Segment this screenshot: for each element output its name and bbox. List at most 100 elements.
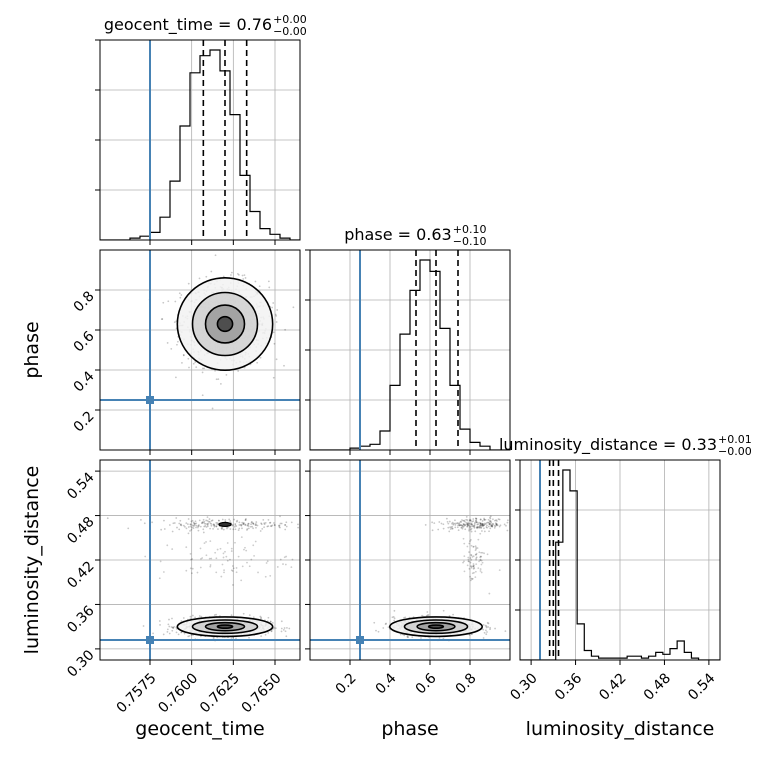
sample-point — [181, 361, 183, 364]
sample-point — [280, 522, 283, 525]
sample-point — [475, 517, 477, 520]
sample-point — [475, 517, 478, 520]
sample-point — [263, 522, 266, 525]
sample-point — [220, 527, 223, 530]
sample-point — [222, 552, 225, 555]
sample-point — [182, 617, 185, 619]
sample-point — [512, 525, 514, 527]
sample-point — [151, 521, 154, 524]
sample-point — [190, 520, 193, 523]
sample-point — [215, 521, 218, 524]
sample-point — [235, 637, 237, 640]
sample-point — [481, 524, 484, 527]
sample-point — [278, 524, 280, 527]
sample-point — [475, 563, 478, 566]
sample-point — [476, 526, 479, 529]
sample-point — [484, 624, 487, 627]
sample-point — [160, 318, 163, 321]
panel-luminosity_distance-phase: 0.2 0.4 0.6 0.8 — [305, 459, 514, 697]
sample-point — [458, 524, 461, 527]
sample-point — [506, 529, 509, 532]
sample-point — [489, 628, 491, 631]
panel-frame — [99, 249, 301, 451]
y-axis-label-phase: phase — [21, 321, 43, 378]
sample-point — [407, 636, 410, 638]
sample-point — [180, 631, 183, 634]
sample-point — [172, 522, 175, 525]
y-tick-label-phase: 0.2 — [71, 408, 98, 435]
sample-point — [282, 629, 285, 631]
sample-point — [263, 523, 266, 526]
sample-point — [246, 529, 248, 531]
sample-point — [205, 519, 208, 522]
sample-point — [480, 551, 483, 554]
sample-point — [180, 524, 183, 527]
sample-point — [479, 523, 482, 525]
sample-point — [498, 569, 501, 572]
sample-point — [291, 558, 294, 561]
panel-geocent_time-geocent_time — [95, 39, 301, 245]
sample-point — [283, 627, 286, 629]
sample-point — [205, 275, 208, 278]
sample-point — [253, 554, 255, 557]
sample-point — [170, 347, 173, 350]
y-tick-label-phase: 0.4 — [71, 368, 98, 395]
sample-point — [482, 637, 485, 639]
sample-point — [246, 528, 249, 530]
sample-point — [497, 518, 500, 521]
sample-point — [213, 524, 216, 527]
sample-point — [461, 524, 464, 527]
sample-point — [229, 558, 231, 561]
sample-point — [495, 523, 498, 525]
sample-point — [263, 526, 265, 529]
sample-point — [504, 630, 507, 633]
sample-point — [479, 570, 482, 572]
sample-point — [214, 254, 217, 257]
sample-point — [472, 563, 475, 565]
sample-point — [230, 550, 233, 552]
sample-point — [206, 525, 209, 528]
sample-point — [271, 622, 274, 624]
sample-point — [227, 526, 229, 529]
sample-point — [492, 518, 494, 521]
sample-point — [205, 523, 207, 525]
sample-point — [478, 525, 481, 528]
sample-point — [466, 524, 469, 527]
sample-point — [187, 635, 190, 638]
sample-point — [187, 357, 190, 360]
sample-point — [406, 636, 409, 639]
sample-point — [475, 552, 478, 555]
sample-point — [244, 546, 246, 549]
sample-point — [483, 519, 486, 521]
sample-point — [239, 524, 242, 526]
sample-point — [426, 614, 429, 617]
sample-point — [463, 523, 465, 526]
sample-point — [297, 523, 299, 526]
sample-point — [486, 521, 489, 524]
sample-point — [185, 527, 188, 530]
sample-point — [232, 567, 235, 570]
sample-point — [479, 555, 482, 558]
sample-point — [230, 614, 233, 617]
sample-point — [482, 524, 484, 527]
sample-point — [473, 564, 475, 567]
sample-point — [463, 523, 465, 526]
sample-point — [479, 524, 482, 527]
sample-point — [208, 557, 211, 560]
sample-point — [468, 567, 471, 570]
sample-point — [162, 301, 165, 304]
sample-point — [197, 529, 200, 532]
sample-point — [475, 526, 478, 529]
sample-point — [190, 528, 193, 531]
sample-point — [270, 630, 273, 633]
sample-point — [475, 521, 478, 524]
sample-point — [266, 525, 269, 528]
sample-point — [163, 528, 166, 530]
sample-point — [234, 524, 237, 526]
sample-point — [267, 280, 270, 283]
sample-point — [224, 519, 227, 521]
sample-point — [255, 524, 258, 527]
sample-point — [234, 541, 236, 544]
sample-point — [438, 521, 441, 523]
sample-point — [244, 523, 247, 526]
